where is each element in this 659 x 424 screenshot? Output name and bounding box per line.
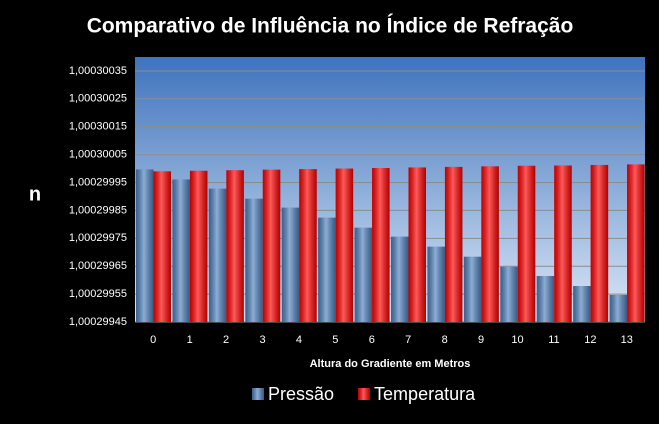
bar-shine	[536, 275, 555, 322]
bar-shine	[354, 227, 373, 322]
bar-shine	[335, 168, 354, 322]
x-tick-label: 5	[332, 334, 338, 346]
bar-shine	[318, 217, 336, 322]
y-axis-label: n	[29, 183, 41, 205]
y-tick-label: 1,00029985	[69, 204, 127, 216]
y-tick-label: 1,00030015	[69, 121, 127, 133]
bar-shine	[463, 256, 482, 322]
x-tick-label: 1	[187, 334, 193, 346]
bar-shine	[372, 168, 390, 322]
bar-shine	[554, 165, 572, 322]
bar-shine	[281, 207, 300, 322]
legend-swatch-shine	[252, 388, 264, 400]
bar-shine	[481, 166, 499, 322]
bar-shine	[136, 169, 154, 322]
x-tick-label: 6	[369, 334, 375, 346]
bar-shine	[262, 169, 281, 322]
y-tick-label: 1,00029945	[69, 316, 127, 328]
bar-shine	[517, 165, 536, 322]
x-tick-label: 12	[584, 334, 596, 346]
chart-title: Comparativo de Influência no Índice de R…	[87, 15, 574, 38]
x-tick-label: 9	[478, 334, 484, 346]
x-tick-label: 11	[548, 334, 559, 346]
y-tick-label: 1,00029955	[69, 288, 127, 300]
legend-swatch-shine	[358, 388, 371, 400]
y-tick-label: 1,00029965	[69, 260, 127, 272]
y-tick-label: 1,00030025	[69, 93, 127, 105]
y-tick-label: 1,00029975	[69, 232, 127, 244]
bar-shine	[208, 188, 227, 322]
x-tick-label: 4	[296, 334, 302, 346]
bar-shine	[245, 198, 263, 322]
y-tick-label: 1,00030035	[69, 65, 127, 77]
x-tick-label: 0	[150, 334, 156, 346]
x-tick-label: 8	[442, 334, 448, 346]
x-tick-label: 7	[405, 334, 411, 346]
legend-label: Temperatura	[374, 384, 476, 404]
bar-shine	[609, 294, 628, 322]
bar-shine	[500, 266, 518, 322]
x-tick-label: 2	[223, 334, 229, 346]
bar-shine	[299, 169, 317, 322]
bar-shine	[444, 166, 463, 322]
y-tick-label: 1,00030005	[69, 149, 127, 161]
bar-shine	[590, 164, 609, 322]
x-tick-label: 10	[511, 334, 523, 346]
bar-shine	[408, 167, 426, 322]
bar-shine	[172, 179, 190, 322]
bar-shine	[189, 170, 208, 322]
x-tick-label: 13	[621, 334, 633, 346]
bar-shine	[627, 164, 645, 322]
x-tick-label: 3	[259, 334, 265, 346]
bar-shine	[391, 236, 409, 322]
legend-label: Pressão	[268, 384, 334, 404]
bar-shine	[427, 246, 445, 322]
bar-shine	[226, 170, 244, 322]
bar-shine	[573, 286, 591, 322]
x-axis-label: Altura do Gradiente em Metros	[310, 358, 471, 370]
bar-shine	[153, 171, 171, 322]
y-tick-label: 1,00029995	[69, 176, 127, 188]
